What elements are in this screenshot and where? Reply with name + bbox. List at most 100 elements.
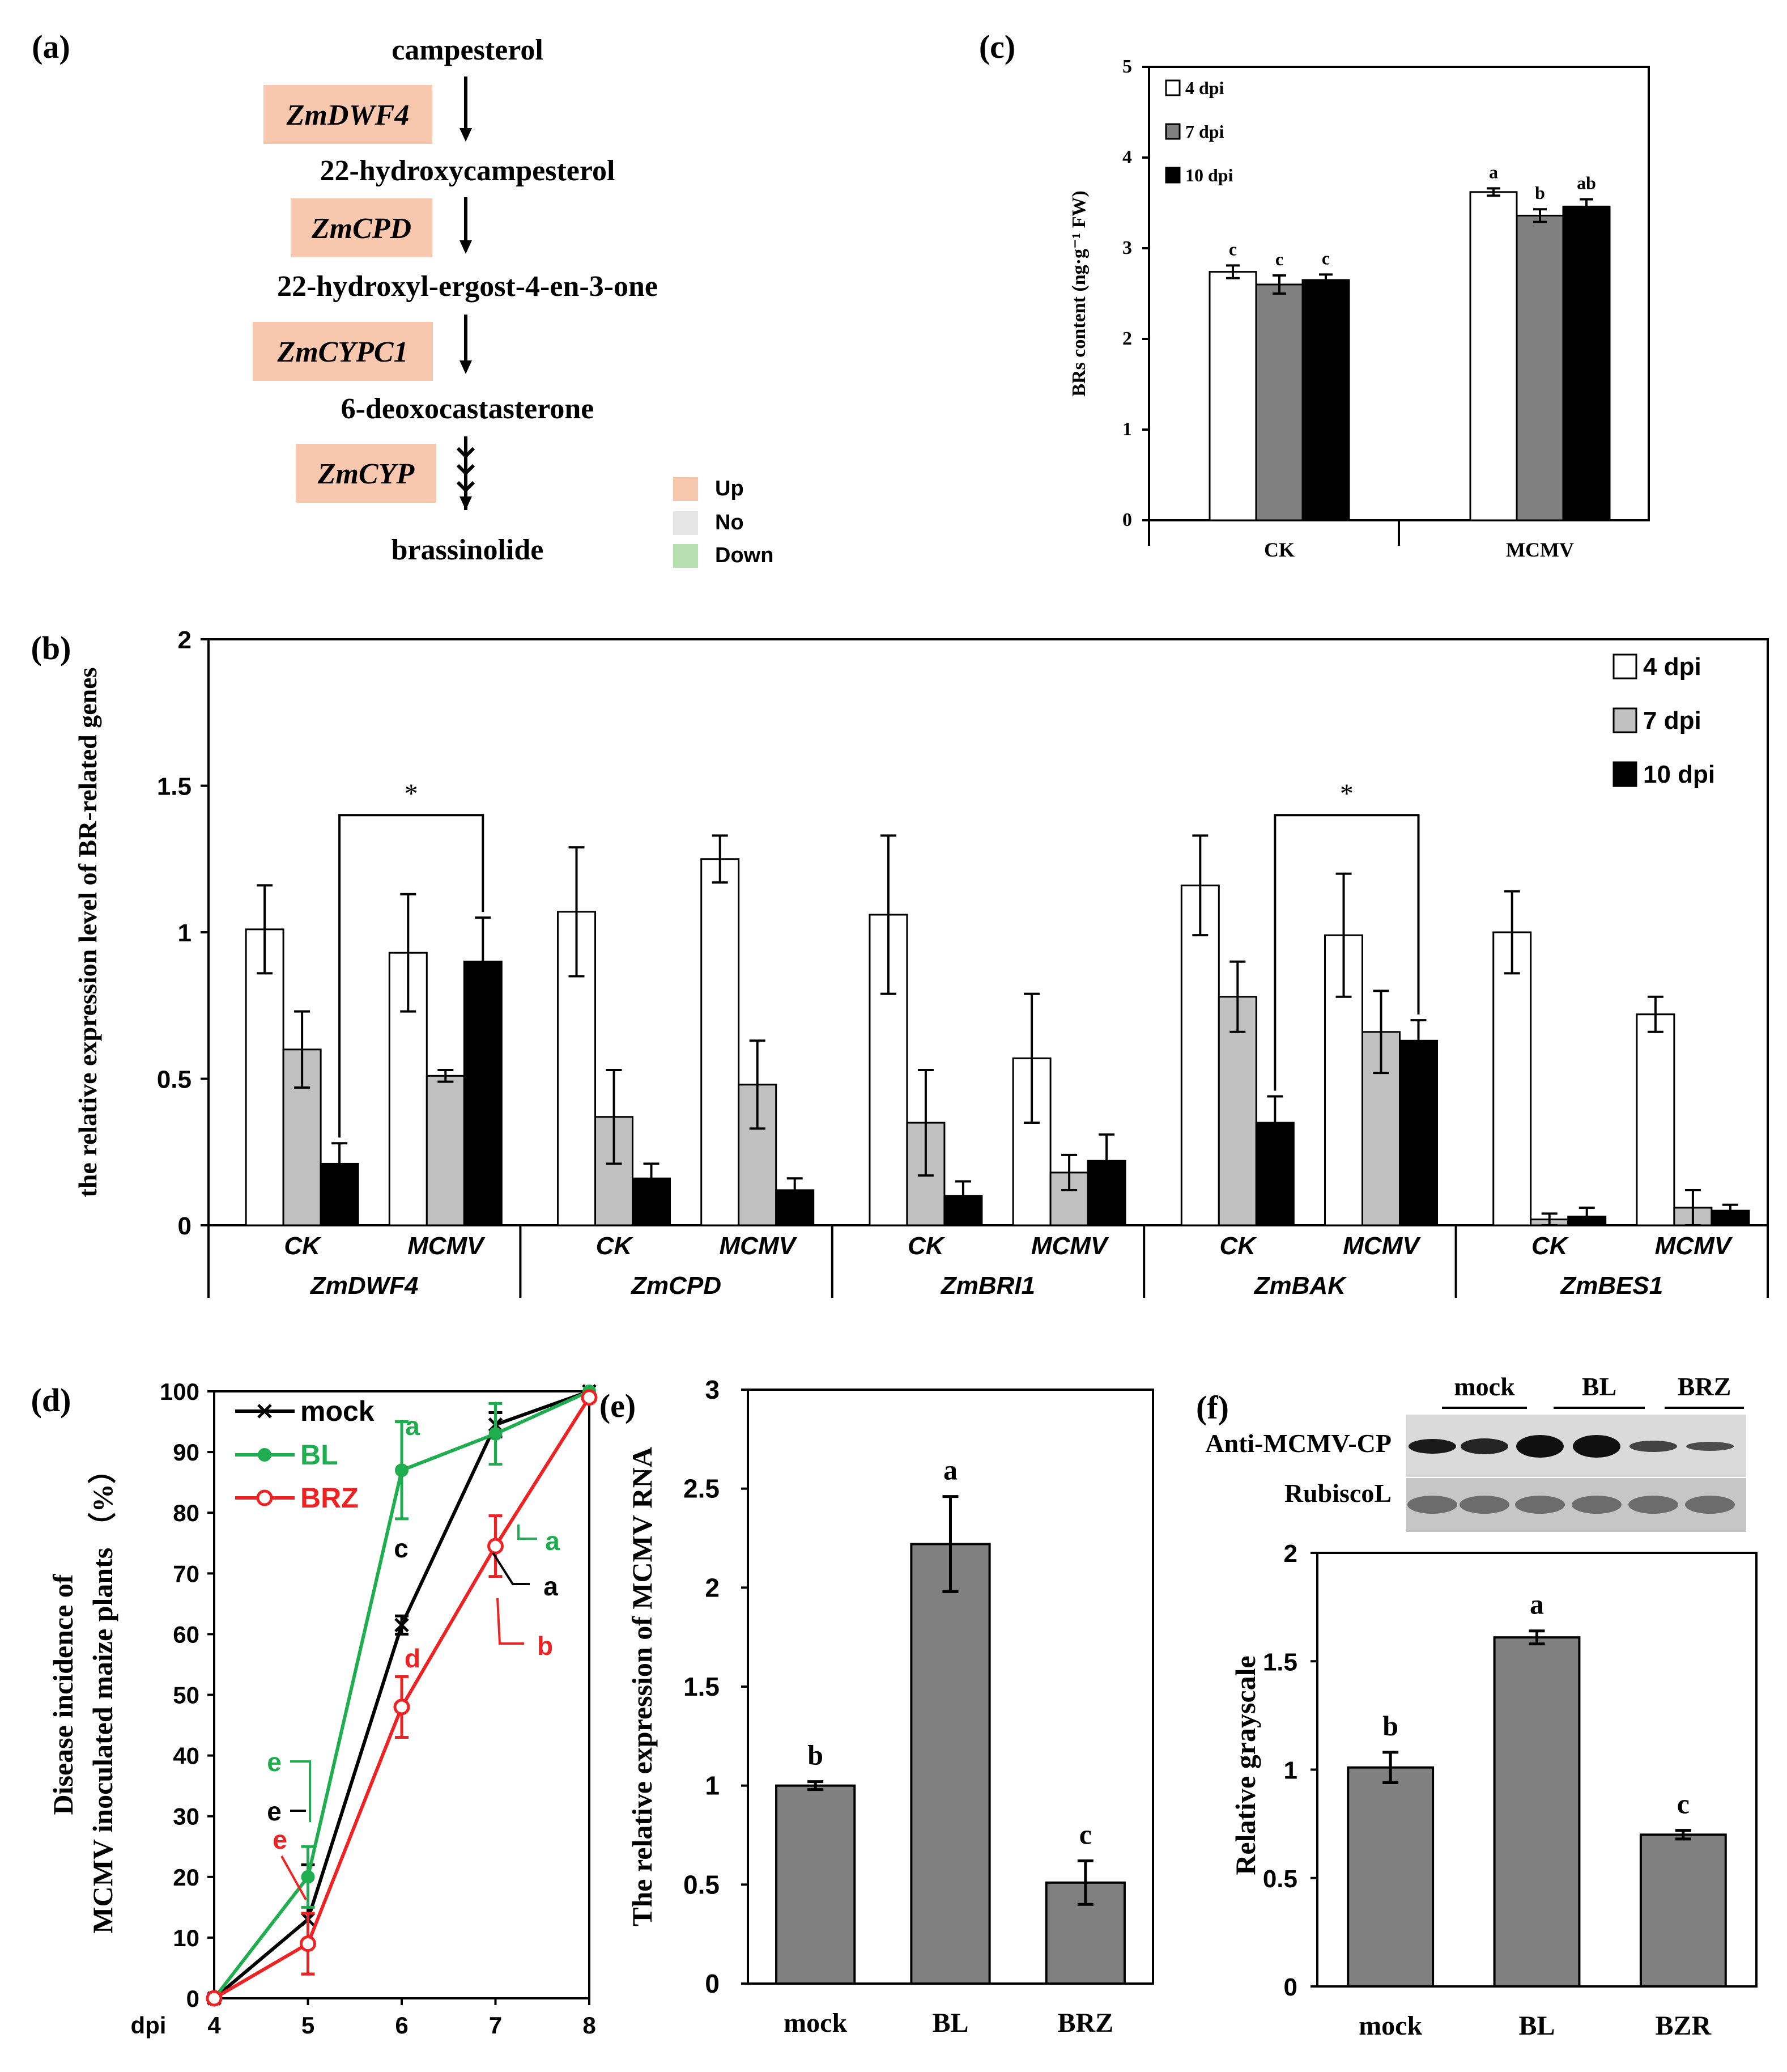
- arrow-head: [459, 128, 472, 142]
- x-tick-label: 5: [301, 2012, 314, 2039]
- condition-label: MCMV: [1031, 1232, 1109, 1260]
- significance-letter: a: [1530, 1589, 1544, 1620]
- y-axis-label: Disease incidence of: [47, 1573, 79, 1815]
- y-tick-label: 1: [1122, 419, 1132, 440]
- marker-bl-dot: [395, 1463, 409, 1477]
- legend-marker: [256, 1489, 273, 1506]
- y-tick-label: 1.5: [157, 773, 192, 801]
- letter-leader: [290, 1760, 311, 1822]
- multistep-chevron: [456, 464, 475, 476]
- panel-d-chart: (d) 0 10 20 30 40 50 60 70 80 90 100 4 5 6 7 8 dpi Disease…: [31, 1378, 598, 2039]
- blot-band-mcmv-cp: [1573, 1435, 1620, 1458]
- bar-CK-7dpi: [1255, 283, 1304, 521]
- x-tick-label: 6: [395, 2012, 408, 2039]
- y-tick-label: 1: [705, 1771, 720, 1801]
- y-axis-label: Relative grayscale: [1229, 1655, 1261, 1875]
- blot-row-label: Anti-MCMV-CP: [1205, 1429, 1392, 1458]
- significance-letter: e: [267, 1747, 282, 1777]
- y-tick-label: 1: [178, 919, 192, 947]
- blot-band-rubiscol: [1515, 1496, 1565, 1514]
- y-tick-label: 0: [186, 1985, 199, 2012]
- x-category-label: mock: [784, 2008, 847, 2038]
- compound-label: 6-deoxocastasterone: [341, 393, 594, 425]
- y-axis-label: the relative expression level of BR-rela…: [73, 667, 102, 1197]
- y-tick-label: 100: [160, 1378, 199, 1405]
- condition-label: CK: [1220, 1232, 1258, 1260]
- significance-letter: c: [1677, 1788, 1690, 1820]
- legend-label: 4 dpi: [1185, 78, 1224, 98]
- legend-label: 4 dpi: [1643, 653, 1701, 681]
- blot-band-rubiscol: [1460, 1496, 1509, 1514]
- legend-swatch: [1612, 761, 1637, 787]
- y-tick-label: 20: [173, 1864, 199, 1891]
- bar-BL: [910, 1543, 991, 1985]
- legend-label: mock: [300, 1395, 375, 1427]
- legend-swatch: [1165, 123, 1181, 140]
- panel-label-a: (a): [32, 28, 70, 65]
- panel-label-f: (f): [1196, 1389, 1229, 1426]
- y-tick-label: 0: [178, 1212, 192, 1240]
- blot-group-label: BRZ: [1678, 1372, 1731, 1401]
- legend-label: Up: [715, 477, 744, 500]
- bar-BL: [1493, 1636, 1581, 1988]
- letter-leader: [280, 1856, 307, 1900]
- bar-MCMV-4dpi: [1469, 191, 1518, 521]
- bar-ZmBES1-CK-s0: [1492, 931, 1532, 1226]
- significance-letter: a: [405, 1411, 420, 1441]
- x-category-label: MCMV: [1506, 538, 1574, 561]
- significance-letter: c: [1079, 1818, 1092, 1850]
- y-tick-label: 10: [173, 1925, 199, 1951]
- legend-swatch: [1612, 707, 1637, 733]
- legend-label: 7 dpi: [1185, 121, 1224, 142]
- y-tick-label: 90: [173, 1439, 199, 1466]
- y-tick-label: 0: [1284, 1973, 1297, 2001]
- legend-label: BRZ: [300, 1482, 359, 1514]
- x-category-label: CK: [1264, 538, 1295, 561]
- letter-leader: [492, 1552, 530, 1585]
- significance-star: *: [1340, 779, 1354, 809]
- significance-star: *: [405, 779, 418, 809]
- blot-band-mcmv-cp: [1686, 1442, 1734, 1451]
- compound-label: 22-hydroxyl-ergost-4-en-3-one: [277, 270, 658, 303]
- legend-marker: [257, 1404, 272, 1419]
- y-tick-label: 0.5: [683, 1870, 720, 1899]
- gene-label: ZmBAK: [1253, 1272, 1348, 1300]
- compound-label: brassinolide: [392, 534, 544, 566]
- bar-MCMV-7dpi: [1516, 214, 1564, 521]
- enzyme-label: ZmCPD: [311, 213, 411, 245]
- x-category-label: BL: [932, 2008, 968, 2038]
- significance-letter: a: [1489, 162, 1498, 182]
- y-tick-label: 0: [1122, 509, 1132, 530]
- bar-ZmCPD-MCMV-s0: [700, 858, 740, 1226]
- bar-ZmBAK-CK-s2: [1255, 1122, 1295, 1226]
- blot-group-label: BL: [1582, 1372, 1616, 1401]
- enzyme-box: [253, 322, 433, 381]
- bar-ZmBAK-CK-s0: [1180, 884, 1220, 1226]
- legend-swatch: [673, 477, 698, 501]
- panel-label-b: (b): [31, 630, 71, 666]
- gene-label: ZmDWF4: [309, 1272, 419, 1300]
- significance-letter: d: [405, 1644, 420, 1673]
- panel-b-chart: (b) 0 0.5 1 1.5 2 the relative expression leve…: [31, 626, 1769, 1300]
- legend-swatch: [673, 544, 698, 568]
- y-axis-label: The relative expression of MCMV RNA: [626, 1447, 658, 1926]
- y-tick-label: 2: [1284, 1540, 1297, 1568]
- bar-ZmDWF4-MCMV-s1: [426, 1075, 465, 1226]
- legend-marker: [258, 1448, 271, 1462]
- x-axis-label: dpi: [131, 2012, 167, 2039]
- multistep-chevron: [456, 447, 475, 459]
- condition-label: MCMV: [1655, 1232, 1733, 1260]
- y-tick-label: 40: [173, 1743, 199, 1769]
- compound-label: campesterol: [392, 34, 543, 66]
- significance-letter: b: [537, 1631, 553, 1661]
- arrow-head: [459, 240, 472, 254]
- significance-letter: e: [273, 1825, 287, 1854]
- x-category-label: BL: [1518, 2011, 1555, 2041]
- bar-ZmBES1-MCMV-s0: [1636, 1013, 1675, 1226]
- bar-BZR: [1639, 1833, 1727, 1988]
- x-category-label: BRZ: [1057, 2008, 1113, 2038]
- enzyme-box: [291, 198, 432, 257]
- y-tick-label: 2: [1122, 328, 1132, 349]
- letter-leader: [496, 1598, 524, 1645]
